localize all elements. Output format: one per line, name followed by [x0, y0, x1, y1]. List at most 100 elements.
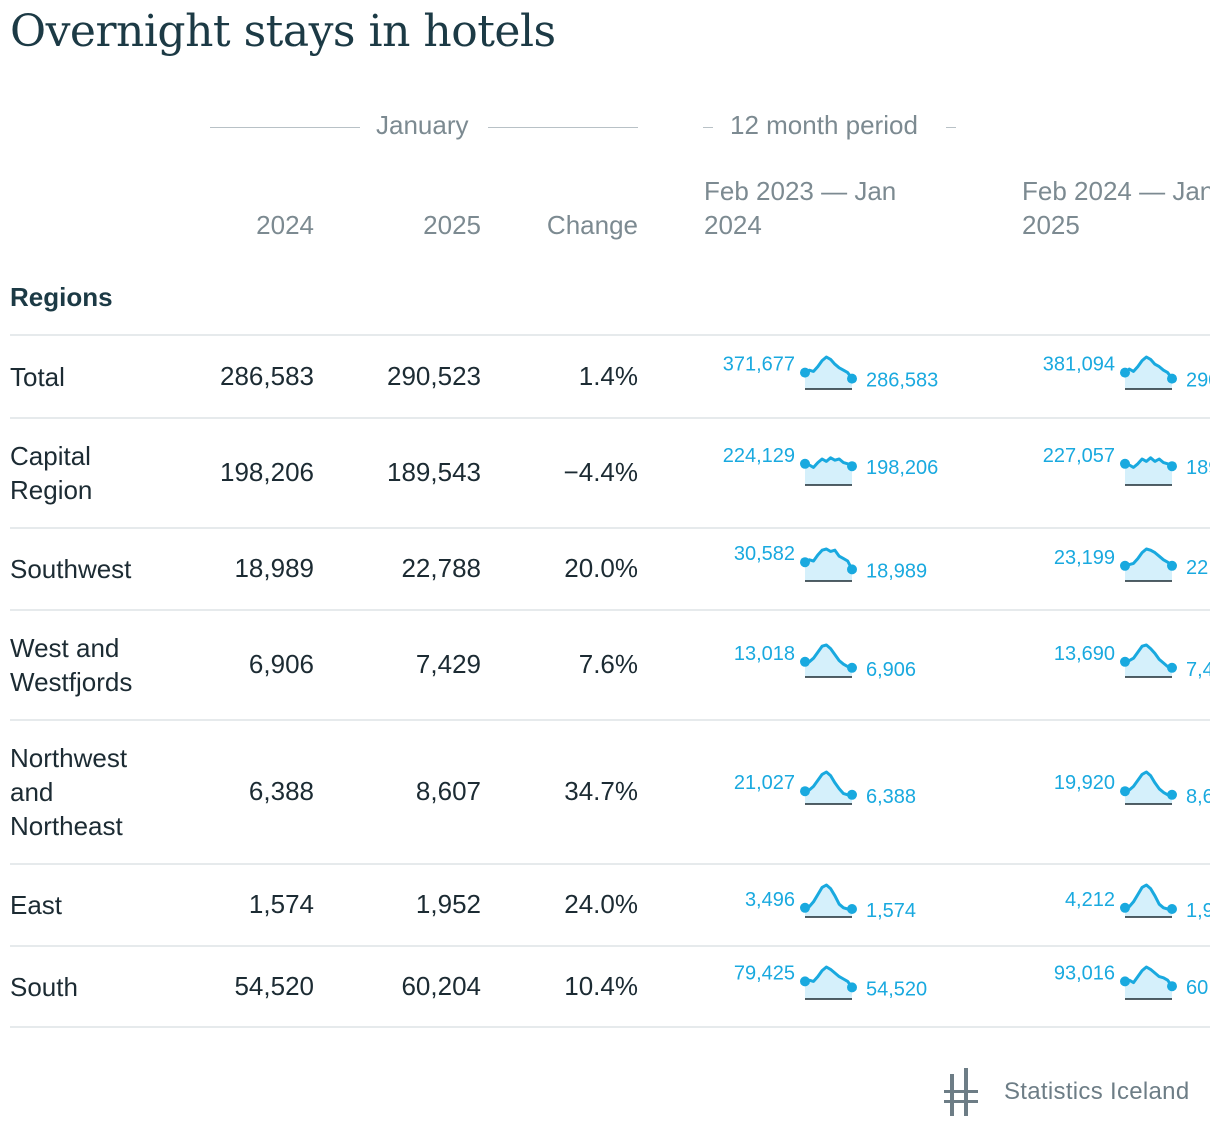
sparkline-period1: 224,129 198,206	[723, 445, 938, 486]
sparkline-period1: 3,496 1,574	[745, 883, 916, 922]
row-separator	[10, 719, 1210, 721]
sparkline-start-label: 30,582	[734, 543, 795, 565]
sparkline-start-label: 23,199	[1054, 547, 1115, 569]
row-separator	[10, 1026, 1210, 1028]
sparkline-line	[1124, 547, 1173, 568]
row-region-label: Northwest and Northeast	[10, 743, 128, 841]
cell-v2024: 286,583	[220, 360, 314, 391]
sparkline-end-label: 290,523	[1186, 369, 1210, 391]
cell-v2024: 6,388	[248, 776, 314, 806]
sparkline-end-label: 8,607	[1186, 786, 1210, 808]
sparkline-area	[1125, 549, 1172, 581]
sparkline-start-point	[1120, 976, 1130, 987]
sparkline-start-point	[800, 902, 810, 913]
sparkline-period2: 23,199 22,788	[1054, 547, 1210, 582]
cell-v2025: 8,607	[415, 776, 481, 806]
row-region-label: Capital Region	[10, 441, 93, 505]
sparkline-period2: 381,094 290,523	[1043, 353, 1210, 391]
january-rule-right	[488, 127, 638, 128]
sparkline-start-label: 21,027	[734, 772, 795, 794]
sparkline-end-point	[847, 904, 857, 914]
column-header-period1-line1: Feb 2023 — Jan	[704, 176, 897, 206]
sparkline-area	[805, 645, 852, 677]
row-separator	[10, 334, 1210, 336]
statistics-iceland-logo-icon	[944, 1068, 978, 1116]
sparkline-area	[1125, 457, 1172, 485]
column-header-change: Change	[546, 210, 638, 240]
sparkline-area	[1125, 645, 1172, 677]
sparkline-end-label: 189,543	[1186, 457, 1210, 479]
sparkline-end-label: 286,583	[866, 369, 938, 391]
sparkline-end-label: 60,204	[1186, 977, 1210, 999]
cell-change: 20.0%	[564, 553, 638, 583]
sparkline-end-label: 1,952	[1186, 900, 1210, 922]
cell-v2024: 18,989	[234, 553, 314, 583]
sparkline-area	[1125, 885, 1172, 917]
sparkline-line	[804, 883, 852, 911]
sparkline-start-point	[800, 976, 810, 987]
cell-change: 1.4%	[578, 360, 638, 391]
row-separator	[10, 527, 1210, 529]
column-header-period2-line1: Feb 2024 — Jan	[1022, 176, 1210, 206]
row-region-label: West and Westfjords	[10, 633, 133, 697]
sparkline-start-point	[1120, 786, 1130, 797]
sparkline-area	[1125, 967, 1172, 999]
sparkline-start-label: 93,016	[1054, 962, 1115, 984]
sparkline-line	[1124, 965, 1174, 988]
section-label-regions: Regions	[10, 282, 113, 312]
sparkline-line	[804, 547, 854, 571]
cell-v2025: 7,429	[415, 649, 481, 679]
sparkline-end-point	[847, 982, 857, 993]
period-rule-left	[703, 127, 713, 128]
sparkline-start-label: 371,677	[723, 353, 795, 375]
sparkline-area	[805, 549, 852, 581]
sparkline-start-label: 224,129	[723, 445, 795, 467]
sparkline-end-label: 22,788	[1186, 557, 1210, 579]
column-header-2024: 2024	[256, 210, 314, 240]
sparkline-line	[1124, 643, 1173, 670]
sparkline-end-point	[847, 789, 857, 800]
sparkline-end-point	[1167, 789, 1177, 800]
sparkline-area	[805, 885, 852, 917]
sparkline-start-label: 381,094	[1043, 353, 1115, 375]
sparkline-end-point	[847, 373, 857, 384]
cell-change: 7.6%	[578, 649, 638, 679]
sparkline-line	[804, 965, 854, 989]
period-rule-right	[946, 127, 956, 128]
sparkline-start-point	[800, 786, 810, 797]
sparkline-area	[1125, 356, 1172, 389]
cell-v2025: 290,523	[387, 360, 481, 391]
sparkline-start-point	[800, 367, 810, 378]
sparkline-period1: 371,677 286,583	[723, 353, 939, 391]
row-region-label: East	[10, 890, 63, 920]
sparkline-end-label: 198,206	[866, 457, 938, 479]
row-separator	[10, 945, 1210, 947]
sparkline-end-point	[1167, 373, 1177, 384]
sparkline-start-point	[800, 557, 810, 568]
row-separator	[10, 609, 1210, 611]
sparkline-end-point	[847, 662, 857, 673]
sparkline-end-point	[1167, 662, 1177, 673]
sparkline-area	[805, 356, 852, 389]
row-region-label: Southwest	[10, 554, 132, 584]
sparkline-start-label: 227,057	[1043, 445, 1115, 467]
row-region-label: South	[10, 972, 78, 1002]
sparkline-end-label: 6,906	[866, 659, 916, 681]
page-title: Overnight stays in hotels	[10, 6, 556, 57]
row-region-label: Total	[10, 361, 65, 392]
sparkline-end-label: 18,989	[866, 560, 927, 582]
sparkline-area	[1125, 772, 1172, 804]
sparkline-period1: 79,425 54,520	[734, 962, 927, 1000]
sparkline-period2: 93,016 60,204	[1054, 962, 1210, 1000]
row-separator	[10, 863, 1210, 865]
row-separator	[10, 417, 1210, 419]
sparkline-end-label: 54,520	[866, 978, 927, 1000]
sparkline-period2: 13,690 7,429	[1054, 643, 1210, 681]
sparkline-start-point	[800, 656, 810, 667]
sparkline-line	[805, 643, 853, 670]
period-group-header: 12 month period	[730, 110, 918, 140]
sparkline-period2: 4,212 1,952	[1065, 883, 1210, 922]
sparkline-start-point	[1120, 367, 1130, 378]
sparkline-start-point	[1120, 656, 1130, 667]
sparkline-line	[804, 456, 853, 469]
